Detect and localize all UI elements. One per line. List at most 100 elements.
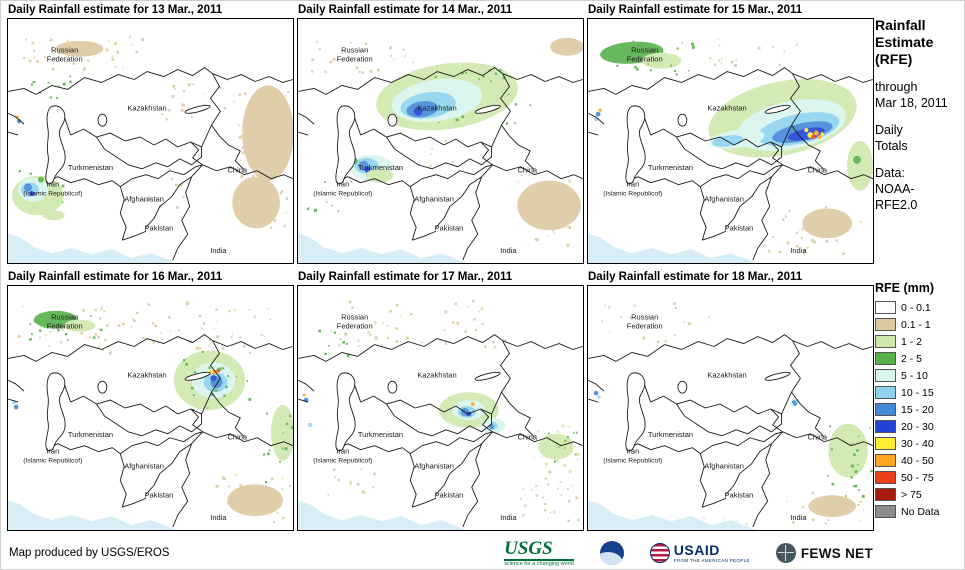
legend-label: 1 - 2 — [901, 335, 923, 348]
country-label: Pakistan — [725, 223, 754, 232]
legend-label: 10 - 15 — [901, 386, 934, 399]
map-canvas: Russian Federation Kazakhstan Turkmenistan I… — [7, 285, 294, 531]
legend-swatch-icon — [875, 471, 896, 484]
country-label: Afghanistan — [704, 195, 744, 204]
country-label: India — [790, 246, 807, 255]
country-label: Iran — [626, 447, 639, 456]
country-label: (Islamic Republicof) — [23, 191, 82, 198]
sea-area — [588, 233, 756, 263]
legend-entry: 5 - 10 — [875, 367, 964, 384]
legend-swatch-icon — [875, 454, 896, 467]
rainfall-blobs — [302, 299, 580, 522]
aral-sea — [97, 113, 108, 127]
country-label: Russian — [341, 313, 368, 322]
legend: RFE (mm) 0 - 0.1 0.1 - 1 1 - 2 2 - 5 5 - 10 1… — [875, 281, 964, 520]
caspian-sea — [335, 372, 356, 452]
legend-title: RFE (mm) — [875, 281, 935, 295]
map-canvas: Russian Federation Kazakhstan Turkmenistan I… — [297, 285, 584, 531]
legend-label: 5 - 10 — [901, 369, 928, 382]
country-label: India — [790, 513, 807, 522]
legend-entry: > 75 — [875, 486, 964, 503]
country-label: China — [227, 433, 247, 442]
legend-entry: 1 - 2 — [875, 333, 964, 350]
legend-entry: 30 - 40 — [875, 435, 964, 452]
lake-balkhash — [184, 104, 211, 114]
aral-sea — [387, 380, 398, 394]
legend-entry: 15 - 20 — [875, 401, 964, 418]
logo-row: USGS science for a changing world USAID … — [504, 539, 873, 568]
usaid-text-block: USAID FROM THE AMERICAN PEOPLE — [673, 541, 750, 564]
country-label: China — [807, 166, 827, 175]
legend-entry: 40 - 50 — [875, 452, 964, 469]
legend-swatch-icon — [875, 420, 896, 433]
country-label: Iran — [336, 447, 349, 456]
country-label: Russian — [631, 313, 658, 322]
sidebar-gap — [875, 68, 963, 79]
legend-swatch-icon — [875, 352, 896, 365]
legend-label: 30 - 40 — [901, 437, 934, 450]
country-label: Afghanistan — [414, 195, 454, 204]
sidebar-line: Rainfall — [875, 17, 926, 33]
country-label: Kazakhstan — [707, 103, 746, 112]
country-borders — [298, 67, 583, 261]
sidebar-line: Totals — [875, 139, 908, 153]
map-panel: Daily Rainfall estimate for 15 Mar., 201… — [587, 3, 874, 264]
country-label: (Islamic Republicof) — [603, 458, 662, 465]
country-label: China — [227, 166, 247, 175]
fewsnet-logo-text: FEWS NET — [800, 545, 873, 561]
country-label: Afghanistan — [704, 462, 744, 471]
legend-swatch-icon — [875, 301, 896, 314]
panel-title: Daily Rainfall estimate for 17 Mar., 201… — [298, 271, 513, 283]
country-label: Russian — [51, 46, 78, 55]
country-label: Pakistan — [145, 223, 174, 232]
country-borders — [8, 67, 293, 261]
country-label: India — [210, 513, 227, 522]
usgs-logo: USGS science for a changing world — [504, 539, 574, 568]
sidebar-gap — [875, 154, 963, 165]
sidebar-line: Estimate — [875, 34, 934, 50]
country-label: Afghanistan — [124, 195, 164, 204]
country-label: Kazakhstan — [707, 370, 746, 379]
country-label: India — [500, 246, 517, 255]
sidebar: Rainfall Estimate (RFE) through Mar 18, 2011… — [875, 17, 963, 213]
sea-area — [8, 233, 176, 263]
map-canvas: Russian Federation Kazakhstan Turkmenistan I… — [297, 18, 584, 264]
legend-swatch-icon — [875, 403, 896, 416]
sidebar-line: RFE2.0 — [875, 198, 918, 212]
aral-sea — [387, 113, 398, 127]
legend-label: 40 - 50 — [901, 454, 934, 467]
caspian-sea — [335, 105, 356, 185]
lake-balkhash — [764, 104, 791, 114]
map-panel: Daily Rainfall estimate for 13 Mar., 201… — [7, 3, 294, 264]
country-label: (Islamic Republicof) — [23, 458, 82, 465]
panel-title: Daily Rainfall estimate for 16 Mar., 201… — [8, 271, 223, 283]
legend-label: 15 - 20 — [901, 403, 934, 416]
country-label: Kazakhstan — [127, 370, 166, 379]
usaid-tagline: FROM THE AMERICAN PEOPLE — [673, 558, 750, 564]
usaid-logo-text: USAID — [673, 541, 720, 558]
legend-entry: 0.1 - 1 — [875, 316, 964, 333]
legend-label: 50 - 75 — [901, 471, 934, 484]
country-borders — [8, 334, 293, 528]
fewsnet-logo: FEWS NET — [775, 543, 873, 563]
legend-entry: No Data — [875, 503, 964, 520]
country-label: Pakistan — [145, 490, 174, 499]
sidebar-line: (RFE) — [875, 51, 913, 67]
map-panel: Daily Rainfall estimate for 18 Mar., 201… — [587, 270, 874, 531]
sidebar-line: Daily — [875, 123, 903, 137]
legend-entry: 2 - 5 — [875, 350, 964, 367]
rainfall-blobs — [593, 302, 873, 527]
country-label: India — [500, 513, 517, 522]
caspian-sea — [45, 372, 66, 452]
country-label: China — [807, 433, 827, 442]
sea-area — [588, 500, 756, 530]
usgs-logo-text: USGS — [504, 539, 574, 561]
country-borders — [298, 334, 583, 528]
